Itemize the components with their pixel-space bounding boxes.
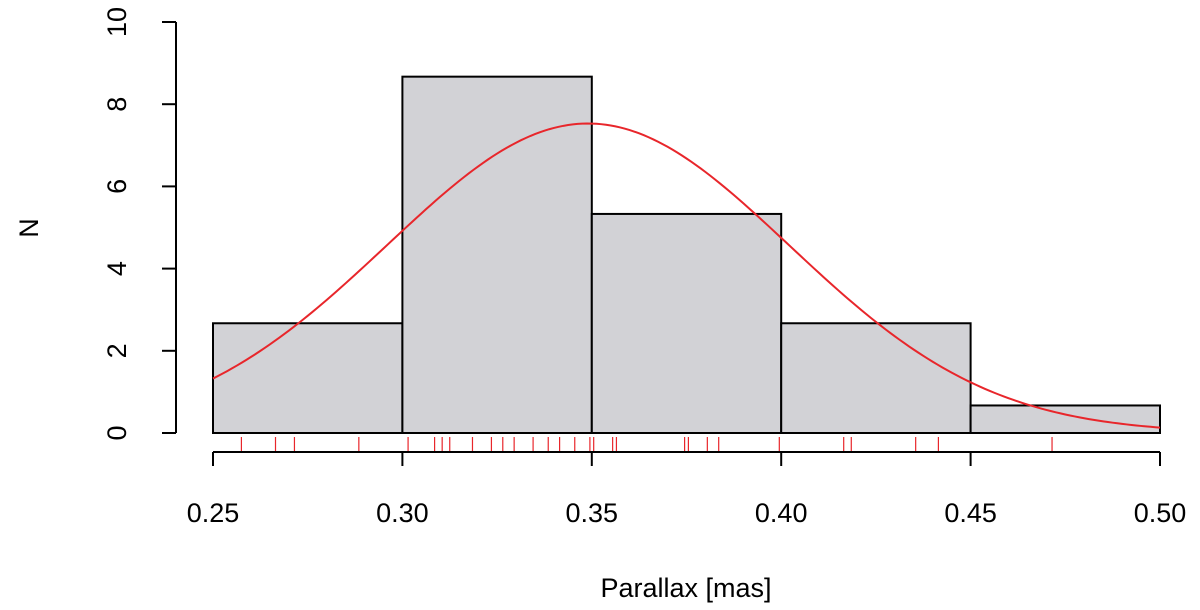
x-tick-label-4: 0.40 — [755, 498, 808, 528]
x-tick-label-3: 0.35 — [566, 498, 619, 528]
y-tick-label-3: 4 — [102, 261, 132, 276]
histogram-bars — [212, 75, 1161, 435]
x-tick-label-5: 0.45 — [944, 498, 997, 528]
x-axis: 0.25 0.30 0.35 0.40 0.45 0.50 — [187, 451, 1187, 528]
x-tick-label-2: 0.30 — [376, 498, 429, 528]
y-axis-label: N — [14, 218, 44, 238]
histogram-bar-1 — [212, 322, 404, 434]
y-tick-label-6: 10 — [102, 7, 132, 37]
y-tick-label-1: 0 — [102, 425, 132, 440]
histogram-bar-4 — [780, 322, 972, 434]
rug-marks — [240, 437, 1053, 452]
x-tick-label-6: 0.50 — [1134, 498, 1187, 528]
y-tick-label-4: 6 — [102, 179, 132, 194]
y-axis: 0 2 4 6 8 10 — [102, 7, 177, 441]
histogram-bar-2 — [401, 75, 593, 435]
y-tick-label-2: 2 — [102, 343, 132, 358]
x-axis-label: Parallax [mas] — [600, 573, 771, 603]
y-tick-label-5: 8 — [102, 97, 132, 112]
x-tick-label-1: 0.25 — [187, 498, 240, 528]
density-curve-layer — [212, 122, 1161, 429]
histogram-bar-3 — [590, 212, 783, 434]
histogram-bar-5 — [969, 404, 1161, 435]
density-curve — [212, 122, 1161, 429]
